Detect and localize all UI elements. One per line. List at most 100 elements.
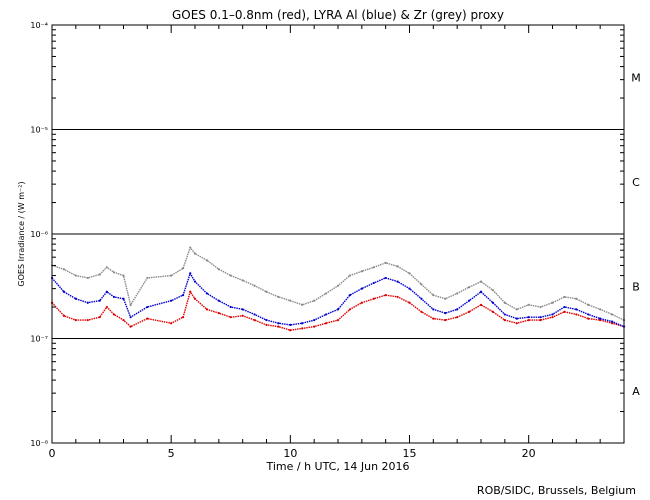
data-point [563,295,566,299]
data-point [129,303,132,306]
data-point [599,308,602,311]
data-point [193,252,197,255]
data-point [479,290,483,293]
data-point [289,323,292,326]
data-point [336,284,340,287]
data-point [129,325,132,328]
data-point [229,316,232,319]
data-point [479,280,483,283]
data-point [181,294,185,297]
data-point [146,317,149,320]
data-point [479,303,483,306]
data-point [301,327,304,330]
data-point [456,316,459,319]
data-point [105,266,108,269]
data-point [62,314,66,317]
series-goes-0-1-0-8nm [50,290,626,332]
data-point [396,265,399,268]
data-point [112,295,116,299]
data-point [205,308,209,311]
data-point [539,318,542,322]
data-point [503,313,506,316]
data-point [384,294,387,297]
data-point [170,299,173,302]
data-point [112,271,116,274]
data-point [408,301,411,304]
data-point [98,299,101,302]
flare-class-label: B [632,280,640,293]
data-point [324,292,328,295]
data-point [74,318,77,322]
data-point [301,322,304,325]
data-point [170,322,173,325]
data-point [551,316,554,319]
data-point [105,290,108,293]
data-point [301,303,304,306]
data-point [229,305,232,309]
data-point [181,316,185,319]
data-point [563,310,566,313]
data-point [575,313,578,316]
data-point [384,276,387,280]
plot-area [52,129,624,339]
data-point [563,305,566,309]
data-point [170,274,173,277]
data-point [551,313,554,316]
data-point [265,290,268,293]
data-point [467,286,471,289]
series-layer [50,246,626,332]
x-tick-label: 0 [49,447,56,460]
data-point [313,318,316,322]
data-point [456,292,459,295]
data-point [444,318,447,322]
data-point [491,301,495,304]
data-point [62,268,66,271]
data-point [372,281,375,285]
data-point [610,320,614,323]
data-point [253,318,256,322]
data-point [112,313,116,316]
data-point [105,305,108,309]
data-point [193,297,197,300]
data-point [408,287,411,290]
data-point [313,325,316,328]
data-point [360,301,363,304]
data-point [98,273,101,276]
data-point [189,246,192,249]
data-point [146,305,149,309]
data-point [217,299,220,302]
x-tick-label: 10 [283,447,297,460]
x-tick-label: 20 [522,447,536,460]
data-point [420,297,423,300]
y-axis-label: GOES Irradiance / (W m⁻²) [17,181,26,286]
data-point [420,310,423,313]
data-point [610,322,614,325]
series-line [51,290,625,331]
flare-class-label: M [631,71,641,84]
data-point [372,297,375,300]
data-point [205,292,209,295]
data-point [587,303,590,306]
data-point [324,322,328,325]
data-point [575,308,578,311]
series-lyra-al [50,271,626,328]
data-point [348,308,352,311]
flare-class-labels: M C B A [631,71,641,398]
series-lyra-zr [50,246,626,322]
data-point [527,303,530,306]
series-line [51,271,625,328]
data-point [396,295,399,299]
data-point [348,274,352,277]
y-tick-label: 10⁻⁸ [30,439,48,448]
data-point [253,284,256,287]
data-point [98,316,101,319]
data-point [348,294,352,297]
data-point [444,312,447,315]
data-point [205,259,209,262]
data-point [189,290,192,293]
data-point [265,318,268,322]
data-point [408,272,411,275]
data-point [336,318,340,322]
data-point [491,310,495,313]
chart-title: GOES 0.1–0.8nm (red), LYRA Al (blue) & Z… [172,8,504,22]
